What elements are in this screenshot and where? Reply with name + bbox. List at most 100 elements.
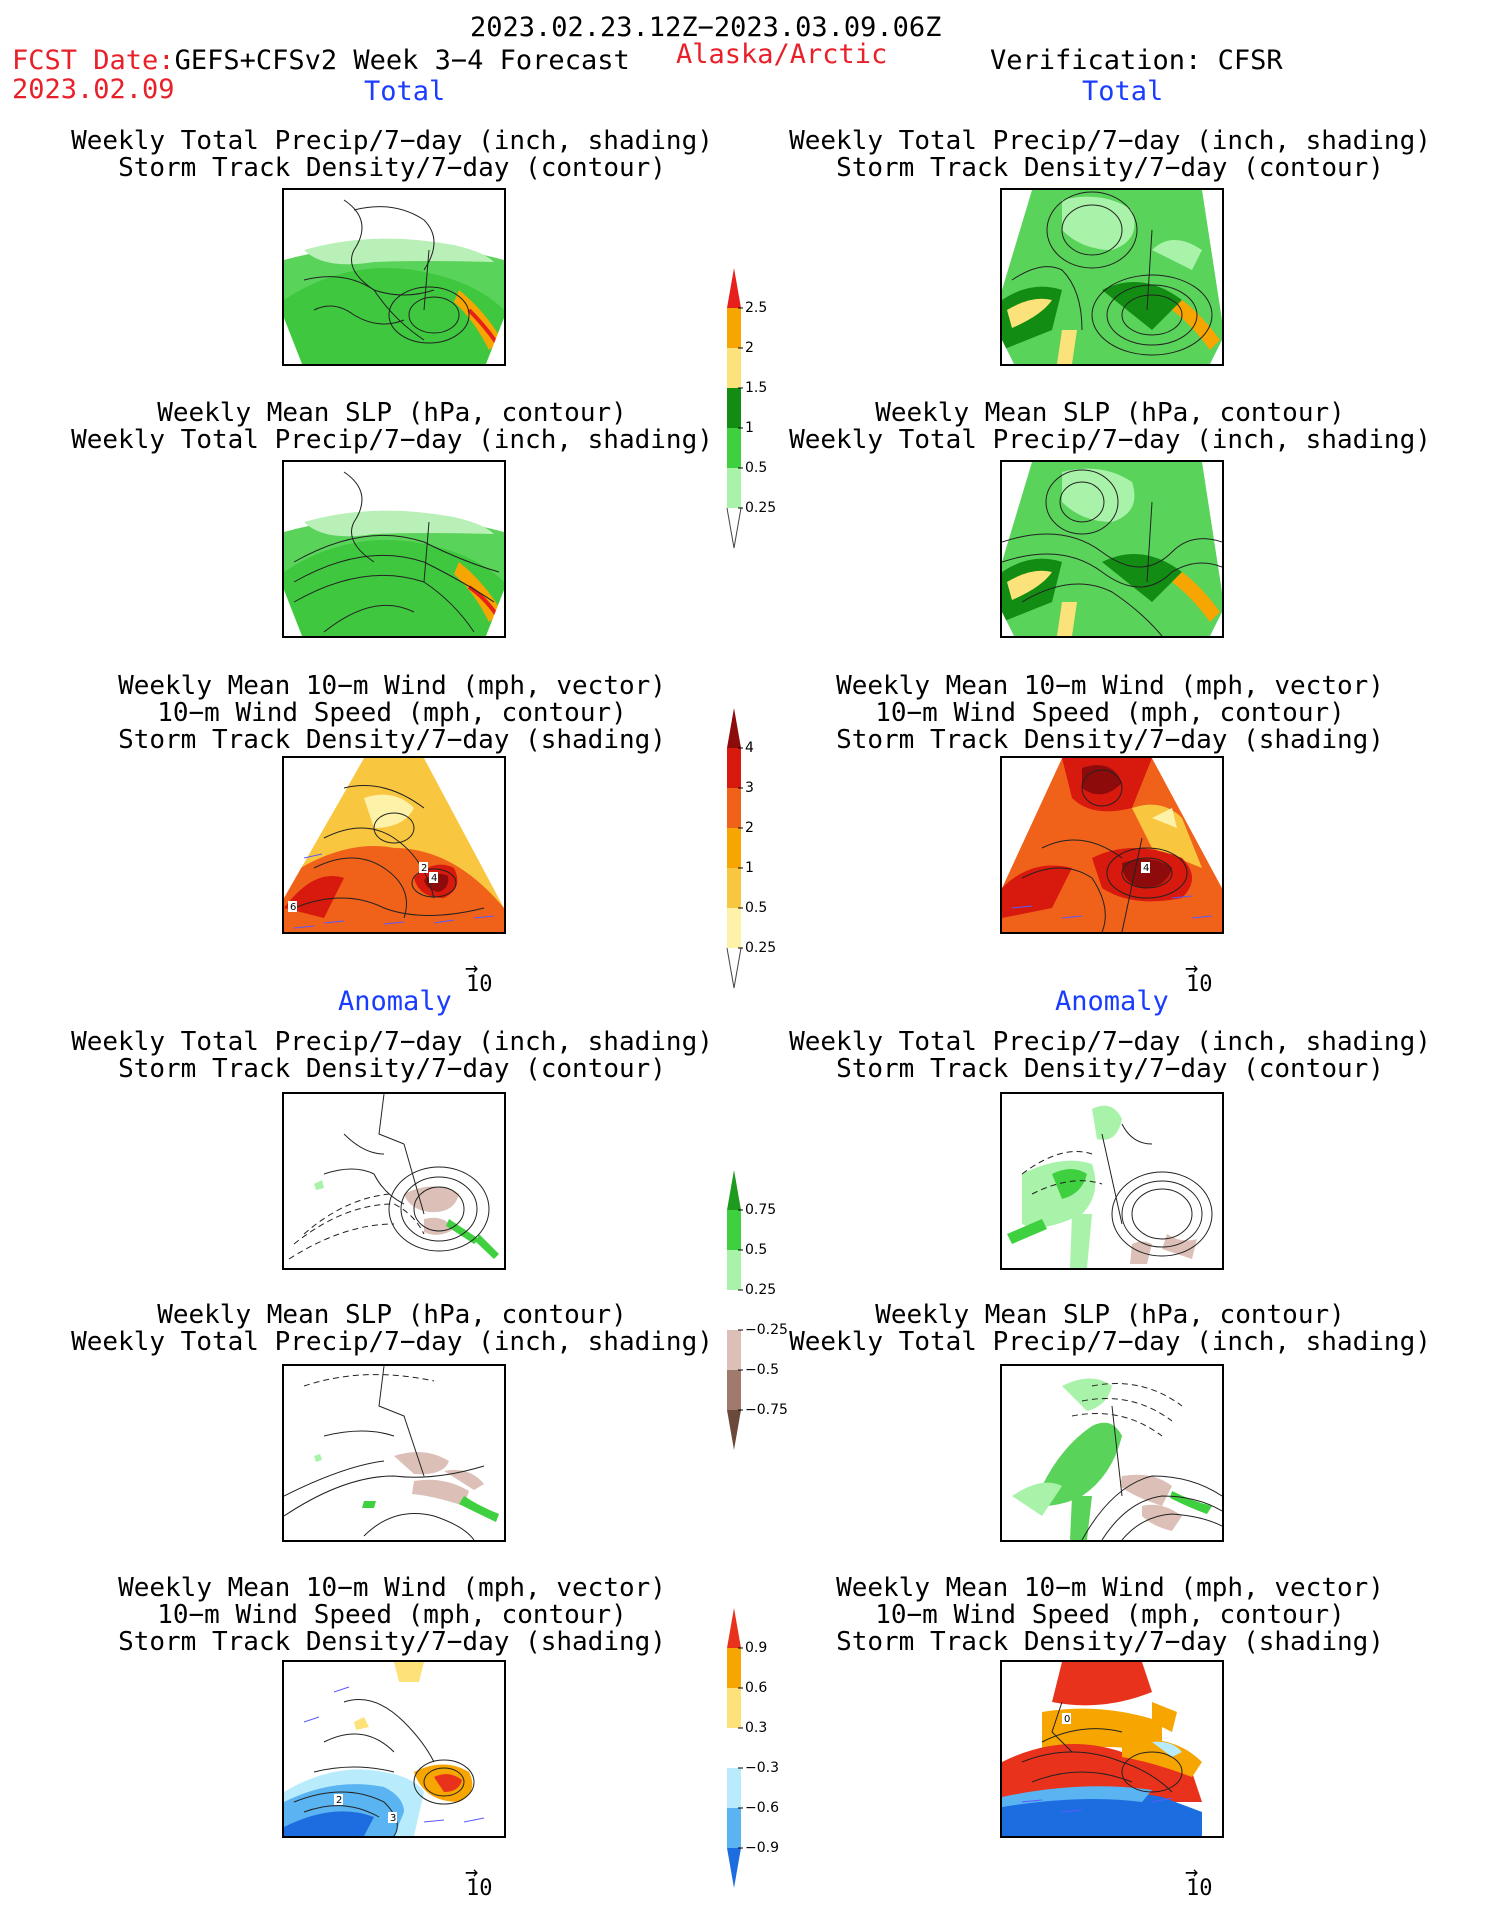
colorbar-segment xyxy=(727,788,741,828)
map-anom-slp-precip-verification xyxy=(1000,1364,1224,1542)
colorbar-segment xyxy=(727,868,741,908)
contour-label: 3 xyxy=(390,1813,396,1824)
contour-label: 6 xyxy=(290,902,296,913)
colorbar-tick-label: −0.75 xyxy=(745,1402,788,1418)
colorbar-segment xyxy=(727,1250,741,1290)
colorbar-segment xyxy=(727,1210,741,1250)
colorbar-tick-label: −0.6 xyxy=(745,1800,779,1816)
period-title: 2023.02.23.12Z−2023.03.09.06Z xyxy=(470,12,942,43)
colorbar-segment xyxy=(727,1808,741,1848)
map-wind-storm-verification: 4 xyxy=(1000,756,1224,934)
colorbar-tick-label: 0.5 xyxy=(745,900,767,916)
contour-label: 4 xyxy=(431,873,437,884)
ref-vector-label: 10 xyxy=(466,972,493,997)
panel-title: Weekly Mean 10−m Wind (mph, vector) 10−m… xyxy=(118,1573,666,1657)
ref-vector-arrow: → xyxy=(1185,956,1199,981)
verification-label: Verification: CFSR xyxy=(990,45,1283,76)
colorbar-tick-label: 0.75 xyxy=(745,1202,776,1218)
colorbar-tick-label: 1.5 xyxy=(745,380,767,396)
panel-title: Weekly Total Precip/7−day (inch, shading… xyxy=(789,126,1431,183)
map-anom-wind-storm-verification: 0 xyxy=(1000,1660,1224,1838)
colorbar-segment xyxy=(727,908,741,948)
right-anomaly-label: Anomaly xyxy=(1055,986,1169,1017)
ref-vector-arrow: → xyxy=(465,1860,479,1885)
colorbar-tick-label: 1 xyxy=(745,420,754,436)
map-slp-precip-verification xyxy=(1000,460,1224,638)
colorbar-segment xyxy=(727,348,741,388)
model-label: GEFS+CFSv2 Week 3−4 Forecast xyxy=(174,45,630,76)
colorbar-tick-label: 1 xyxy=(745,860,754,876)
colorbar-segment xyxy=(727,1648,741,1688)
panel-title: Weekly Mean SLP (hPa, contour) Weekly To… xyxy=(789,1300,1431,1357)
colorbar-bottom-arrow xyxy=(726,947,742,989)
left-total-label: Total xyxy=(364,76,446,107)
fcst-date-value: 2023.02.09 xyxy=(12,74,175,105)
fcst-date-header: FCST Date:GEFS+CFSv2 Week 3−4 Forecast xyxy=(12,47,630,74)
panel-title: Weekly Mean 10−m Wind (mph, vector) 10−m… xyxy=(118,671,666,755)
colorbar-tick-label: 2 xyxy=(745,340,754,356)
colorbar-segment xyxy=(727,308,741,348)
colorbar-tick-label: 0.6 xyxy=(745,1680,767,1696)
panel-title: Weekly Mean SLP (hPa, contour) Weekly To… xyxy=(71,398,713,455)
colorbar-segment xyxy=(727,828,741,868)
colorbar-tick-label: 3 xyxy=(745,780,754,796)
colorbar-bottom-arrow xyxy=(726,507,742,549)
colorbar-tick-label: −0.25 xyxy=(745,1322,788,1338)
colorbar-tick-label: 0.25 xyxy=(745,500,776,516)
colorbar-storm-total: 4 3 2 1 0.5 0.25 xyxy=(722,708,782,1002)
colorbar-tick-label: −0.3 xyxy=(745,1760,779,1776)
panel-title: Weekly Mean 10−m Wind (mph, vector) 10−m… xyxy=(836,671,1384,755)
panel-title: Weekly Total Precip/7−day (inch, shading… xyxy=(71,1027,713,1084)
colorbar-tick-label: 0.3 xyxy=(745,1720,767,1736)
ref-vector-label: 10 xyxy=(1186,1876,1213,1901)
colorbar-storm-anomaly: 0.9 0.6 0.3 −0.3 −0.6 −0.9 xyxy=(722,1608,782,1902)
map-anom-precip-storm-forecast xyxy=(282,1092,506,1270)
left-anomaly-label: Anomaly xyxy=(338,986,452,1017)
colorbar-top-arrow xyxy=(727,268,741,308)
map-anom-precip-storm-verification xyxy=(1000,1092,1224,1270)
ref-vector-arrow: → xyxy=(1185,1860,1199,1885)
colorbar-segment xyxy=(727,1728,741,1768)
fcst-label: FCST Date: xyxy=(12,45,175,76)
contour-label: 4 xyxy=(1143,863,1149,874)
colorbar-segment xyxy=(727,1290,741,1330)
colorbar-tick-label: 2 xyxy=(745,820,754,836)
colorbar-tick-label: 2.5 xyxy=(745,300,767,316)
colorbar-tick-label: 0.9 xyxy=(745,1640,767,1656)
colorbar-tick-label: 0.25 xyxy=(745,1282,776,1298)
colorbar-segment xyxy=(727,428,741,468)
colorbar-segment xyxy=(727,468,741,508)
ref-vector-label: 10 xyxy=(1186,972,1213,997)
map-slp-precip-forecast xyxy=(282,460,506,638)
colorbar-precip-anomaly: 0.75 0.5 0.25 −0.25 −0.5 −0.75 xyxy=(722,1170,788,1464)
colorbar-top-arrow xyxy=(727,1170,741,1210)
panel-title: Weekly Total Precip/7−day (inch, shading… xyxy=(789,1027,1431,1084)
contour-label: 2 xyxy=(336,1795,342,1806)
colorbar-bottom-arrow xyxy=(727,1410,741,1450)
panel-title: Weekly Total Precip/7−day (inch, shading… xyxy=(71,126,713,183)
ref-vector-arrow: → xyxy=(465,956,479,981)
panel-title: Weekly Mean SLP (hPa, contour) Weekly To… xyxy=(71,1300,713,1357)
colorbar-tick-label: −0.9 xyxy=(745,1840,779,1856)
colorbar-segment xyxy=(727,1330,741,1370)
region-label: Alaska/Arctic xyxy=(676,39,888,70)
colorbar-tick-label: 0.5 xyxy=(745,1242,767,1258)
map-anom-slp-precip-forecast xyxy=(282,1364,506,1542)
panel-title: Weekly Mean SLP (hPa, contour) Weekly To… xyxy=(789,398,1431,455)
map-total-precip-storm-verification xyxy=(1000,188,1224,366)
colorbar-precip-total: 2.5 2 1.5 1 0.5 0.25 xyxy=(722,268,782,562)
contour-label: 0 xyxy=(1064,1714,1070,1725)
colorbar-tick-label: 4 xyxy=(745,740,754,756)
map-anom-wind-storm-forecast: 2 3 xyxy=(282,1660,506,1838)
colorbar-segment xyxy=(727,748,741,788)
contour-label: 2 xyxy=(421,863,427,874)
map-wind-storm-forecast: 2 4 6 xyxy=(282,756,506,934)
colorbar-segment xyxy=(727,1768,741,1808)
map-total-precip-storm-forecast xyxy=(282,188,506,366)
colorbar-segment xyxy=(727,1370,741,1410)
colorbar-segment xyxy=(727,388,741,428)
ref-vector-label: 10 xyxy=(466,1876,493,1901)
colorbar-top-arrow xyxy=(727,708,741,748)
colorbar-tick-label: 0.5 xyxy=(745,460,767,476)
panel-title: Weekly Mean 10−m Wind (mph, vector) 10−m… xyxy=(836,1573,1384,1657)
